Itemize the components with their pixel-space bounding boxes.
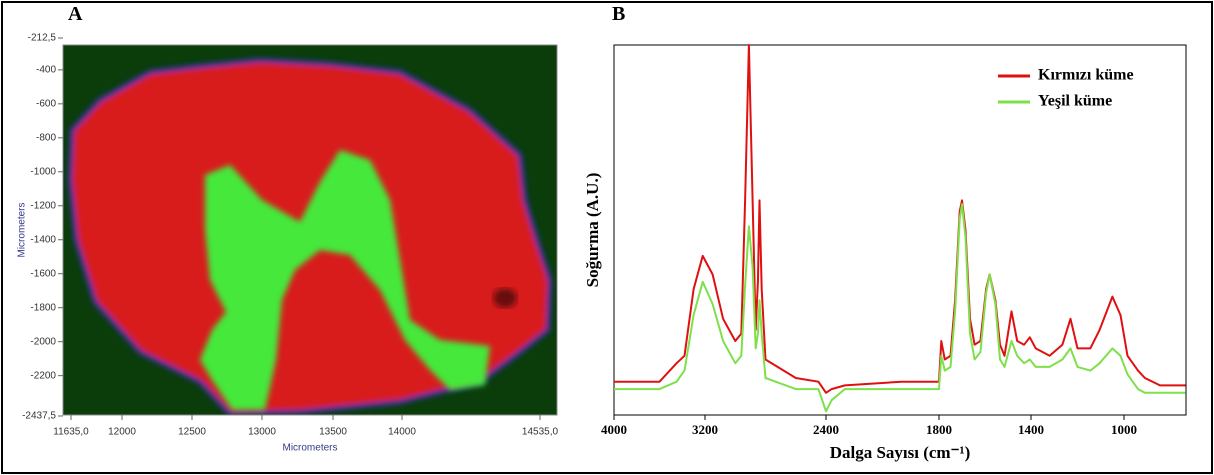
x-axis-label: Dalga Sayısı (cm⁻¹) [830, 443, 971, 462]
x-tick-label: 1800 [926, 422, 952, 437]
y-axis-label: Micrometers [17, 202, 28, 257]
panel-label: B [612, 3, 625, 25]
y-tick-label: -1400 [30, 234, 56, 245]
spectrum-line [614, 203, 1186, 413]
x-tick-label: 12000 [108, 427, 136, 438]
x-tick-label: 1000 [1111, 422, 1137, 437]
x-tick-label: 13500 [319, 427, 347, 438]
y-tick-label: -1800 [30, 302, 56, 313]
legend-label: Yeşil küme [1038, 93, 1112, 110]
x-tick-label: 1400 [1018, 422, 1044, 437]
y-tick-label: -600 [36, 98, 56, 109]
x-tick-label: 13000 [248, 427, 276, 438]
y-tick-label: -2200 [30, 370, 56, 381]
y-tick-label: -1200 [30, 200, 56, 211]
y-tick-label: -1600 [30, 268, 56, 279]
x-tick-label: 12500 [178, 427, 206, 438]
y-tick-label: -400 [36, 64, 56, 75]
y-tick-label: -2437,5 [22, 411, 56, 422]
x-tick-label: 2400 [813, 422, 839, 437]
y-axis-label: Soğurma (A.U.) [583, 173, 602, 288]
x-tick-label: 11635,0 [53, 427, 89, 438]
x-axis-label: Micrometers [282, 443, 337, 454]
x-tick-label: 4000 [601, 422, 627, 437]
y-tick-label: -2000 [30, 336, 56, 347]
legend-label: Kırmızı küme [1038, 67, 1134, 84]
map-frame [62, 44, 558, 416]
x-tick-label: 14000 [388, 427, 416, 438]
plot-frame [613, 44, 1187, 416]
x-tick-label: 3200 [692, 422, 718, 437]
y-tick-label: -212,5 [28, 33, 57, 44]
y-tick-label: -800 [36, 132, 56, 143]
cluster-map [63, 45, 557, 415]
panel-label: A [68, 3, 83, 25]
y-tick-label: -1000 [30, 166, 56, 177]
x-tick-label: 14535,0 [522, 427, 559, 438]
